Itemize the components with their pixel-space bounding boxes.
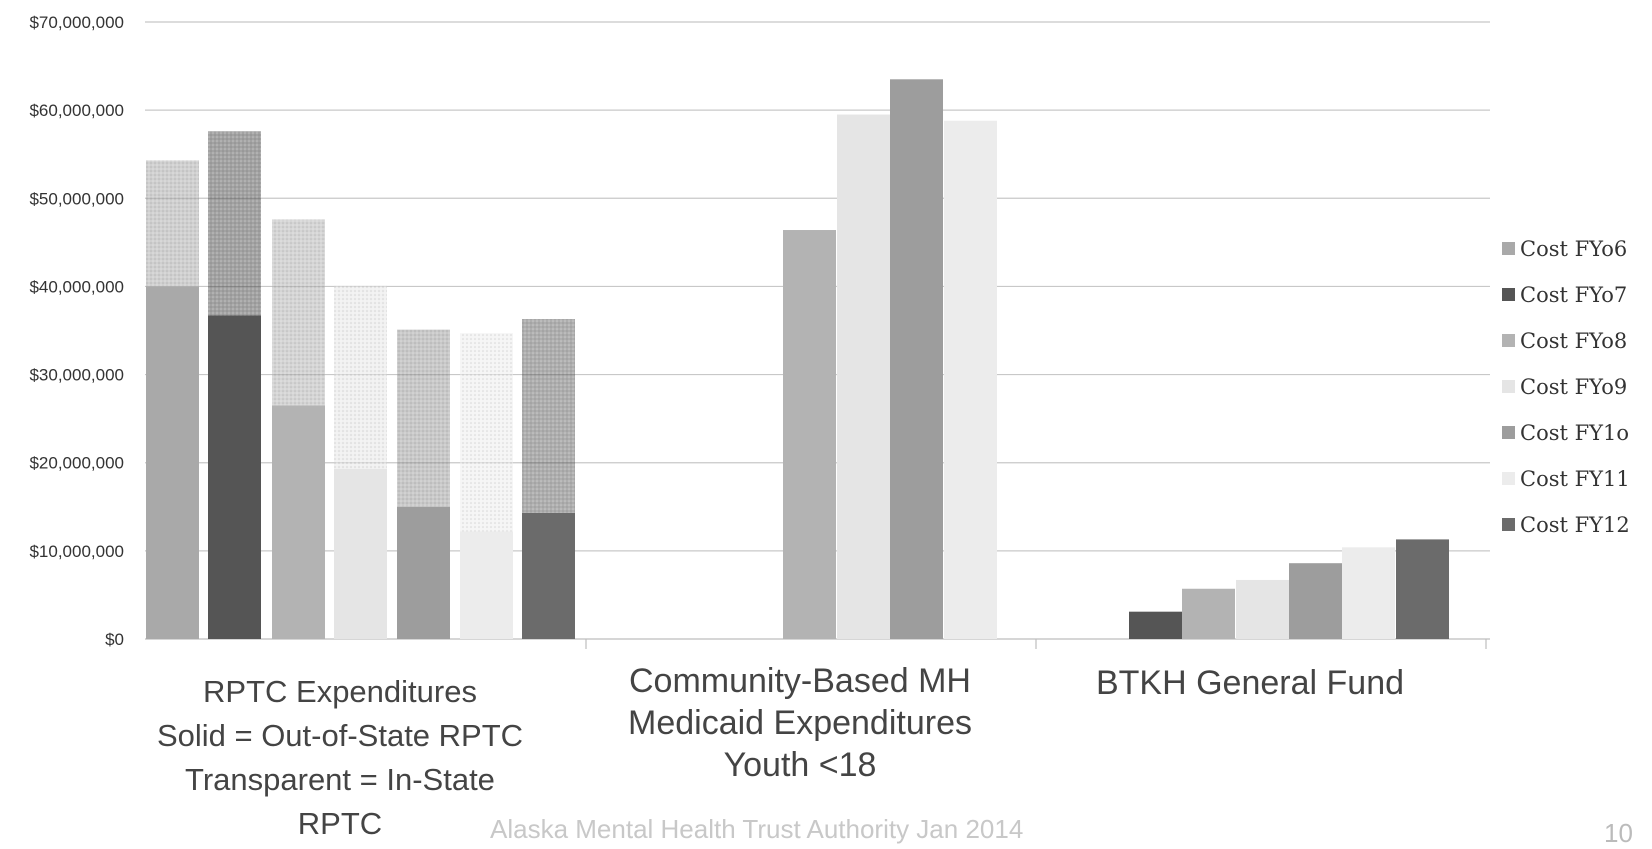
bar-in-state-texture — [460, 333, 513, 532]
bar — [837, 114, 890, 640]
y-tick-label: $60,000,000 — [29, 101, 124, 120]
y-tick-label: $20,000,000 — [29, 454, 124, 473]
bar-in-state-texture — [334, 285, 387, 469]
y-tick-label: $30,000,000 — [29, 366, 124, 385]
bar — [1289, 563, 1342, 639]
category-label-community: Community-Based MH Medicaid Expenditures… — [628, 662, 972, 784]
category-label-btkh: BTKH General Fund — [1095, 664, 1405, 702]
category-label-rptc: RPTC Expenditures Solid = Out-of-State R… — [156, 674, 524, 841]
bar — [334, 468, 387, 639]
bars — [146, 79, 1449, 640]
bar — [1182, 588, 1235, 639]
bar — [1236, 579, 1289, 639]
legend-swatch — [1502, 242, 1515, 255]
legend: Cost FYo6 Cost FYo7 Cost FYo8 Cost FYo9 Cost… — [1502, 237, 1630, 537]
bar — [272, 405, 325, 639]
legend-label: Cost FYo7 — [1520, 283, 1627, 307]
bar-in-state-texture — [397, 329, 450, 507]
legend-swatch — [1502, 380, 1515, 393]
bar-in-state-texture — [272, 219, 325, 406]
y-tick-label: $0 — [105, 630, 124, 649]
y-tick-label: $70,000,000 — [29, 13, 124, 32]
legend-label: Cost FYo9 — [1520, 375, 1627, 399]
legend-label: Cost FYo6 — [1520, 237, 1627, 261]
legend-label: Cost FY1o — [1520, 421, 1629, 445]
footer-text: Alaska Mental Health Trust Authority Jan… — [490, 814, 1024, 844]
legend-label: Cost FY11 — [1520, 467, 1630, 491]
y-tick-label: $40,000,000 — [29, 277, 124, 296]
bar — [783, 230, 836, 639]
legend-label: Cost FYo8 — [1520, 329, 1627, 353]
legend-swatch — [1502, 472, 1515, 485]
bar — [944, 120, 997, 640]
legend-label: Cost FY12 — [1520, 513, 1630, 537]
legend-swatch — [1502, 334, 1515, 347]
bar-in-state-texture — [208, 131, 261, 316]
bar — [397, 506, 450, 639]
bar — [1396, 539, 1449, 639]
bar — [1342, 547, 1395, 639]
page-number: 10 — [1604, 818, 1633, 848]
y-axis: $0 $10,000,000 $20,000,000 $30,000,000 $40,0… — [29, 13, 124, 649]
bar — [460, 531, 513, 639]
legend-swatch — [1502, 518, 1515, 531]
bar-in-state-texture — [522, 319, 575, 513]
bar — [1129, 611, 1182, 639]
y-tick-label: $10,000,000 — [29, 542, 124, 561]
bar — [890, 79, 943, 640]
y-tick-label: $50,000,000 — [29, 189, 124, 208]
bar — [522, 512, 575, 639]
bar — [208, 315, 261, 639]
bar-in-state-texture — [146, 160, 199, 287]
legend-swatch — [1502, 288, 1515, 301]
legend-swatch — [1502, 426, 1515, 439]
bar — [146, 286, 199, 639]
